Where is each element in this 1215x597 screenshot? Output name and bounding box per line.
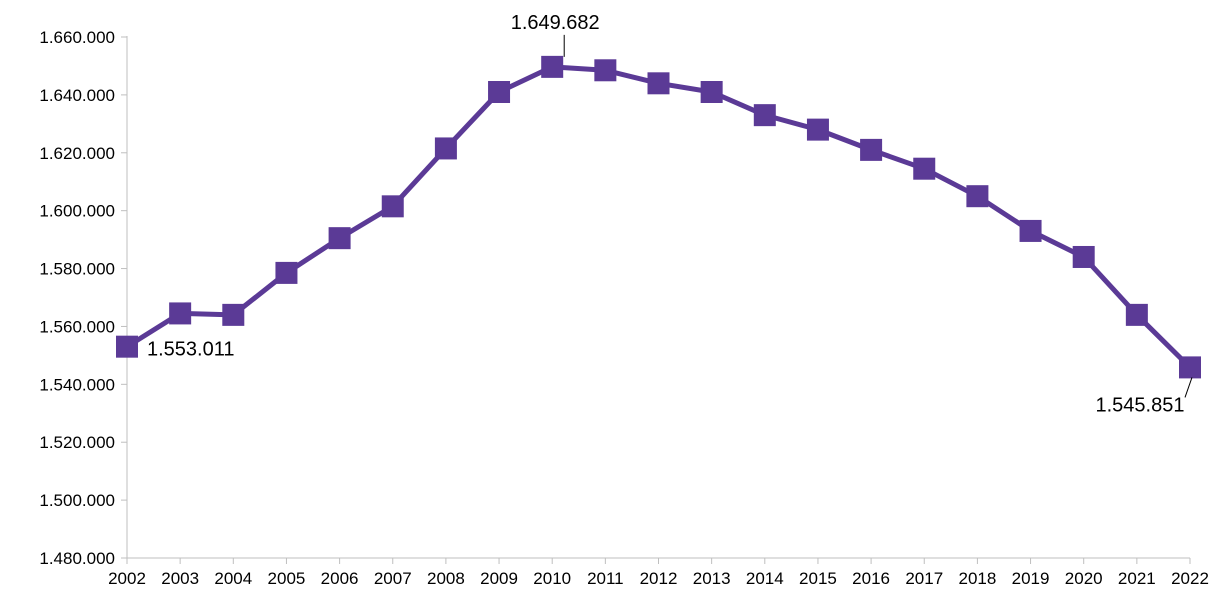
x-tick-label: 2008 <box>427 569 465 588</box>
data-point-marker <box>434 137 457 160</box>
data-point-marker <box>488 80 511 103</box>
x-tick-label: 2017 <box>905 569 943 588</box>
x-tick-label: 2018 <box>958 569 996 588</box>
data-point-marker <box>594 59 617 82</box>
data-point-marker <box>222 303 245 326</box>
data-point-marker <box>541 55 564 78</box>
y-tick-label: 1.560.000 <box>39 317 115 336</box>
y-tick-label: 1.640.000 <box>39 86 115 105</box>
x-tick-label: 2019 <box>1012 569 1050 588</box>
data-point-marker <box>700 80 723 103</box>
x-tick-label: 2009 <box>480 569 518 588</box>
x-tick-label: 2012 <box>640 569 678 588</box>
label-leader-line <box>1184 377 1193 398</box>
x-tick-label: 2013 <box>693 569 731 588</box>
x-tick-label: 2007 <box>374 569 412 588</box>
data-point-marker <box>806 118 829 141</box>
series-line <box>124 64 1193 370</box>
x-tick-label: 2003 <box>161 569 199 588</box>
data-point-marker <box>1125 303 1148 326</box>
data-point-marker <box>275 261 298 284</box>
x-tick-label: 2002 <box>108 569 146 588</box>
y-tick-label: 1.620.000 <box>39 144 115 163</box>
data-label: 1.649.682 <box>511 12 600 34</box>
y-tick-label: 1.540.000 <box>39 375 115 394</box>
x-tick-label: 2011 <box>587 569 624 588</box>
data-point-marker <box>913 157 936 180</box>
y-axis-ticks: 1.480.000 1.500.000 1.520.000 1.540.000 1.56… <box>39 28 127 568</box>
x-tick-label: 2020 <box>1065 569 1103 588</box>
y-tick-label: 1.500.000 <box>39 491 115 510</box>
x-tick-label: 2021 <box>1118 569 1156 588</box>
x-tick-label: 2010 <box>533 569 571 588</box>
data-point-marker <box>1019 219 1042 242</box>
data-point-marker <box>1072 245 1095 268</box>
data-point-marker <box>116 335 138 358</box>
x-tick-label: 2005 <box>268 569 306 588</box>
data-label: 1.553.011 <box>147 339 235 361</box>
y-tick-label: 1.580.000 <box>39 260 115 279</box>
x-tick-label: 2014 <box>746 569 784 588</box>
y-tick-label: 1.520.000 <box>39 433 115 452</box>
data-point-marker <box>647 72 670 95</box>
x-axis-ticks: 2002 2003 2004 2005 2006 2007 2008 2009 2010 2011… <box>108 558 1209 588</box>
series-group <box>116 55 1201 379</box>
x-tick-label: 2016 <box>852 569 890 588</box>
data-point-marker <box>328 227 351 250</box>
data-point-marker <box>169 302 192 325</box>
x-tick-label: 2004 <box>214 569 252 588</box>
data-label: 1.545.851 <box>1096 394 1185 416</box>
x-tick-label: 2006 <box>321 569 359 588</box>
x-tick-label: 2022 <box>1171 569 1209 588</box>
data-point-marker <box>966 185 989 208</box>
data-point-marker <box>753 104 776 127</box>
data-point-marker <box>860 138 883 161</box>
data-point-marker <box>1179 356 1201 379</box>
x-tick-label: 2015 <box>799 569 837 588</box>
data-labels: 1.553.011 1.649.682 1.545.851 <box>147 12 1193 416</box>
axes <box>126 36 1190 559</box>
data-point-marker <box>381 195 404 218</box>
y-tick-label: 1.600.000 <box>39 202 115 221</box>
y-tick-label: 1.660.000 <box>39 28 115 47</box>
y-tick-label: 1.480.000 <box>39 549 115 568</box>
